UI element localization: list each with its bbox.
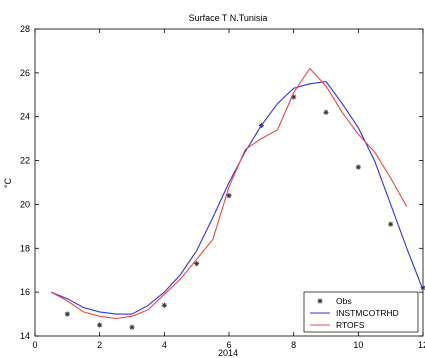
x-tick-label: 0 [32, 340, 37, 350]
series-line-instmcotrhd [50, 81, 424, 315]
data-point-obs [355, 164, 361, 170]
y-tick-label: 28 [20, 24, 30, 34]
y-tick-label: 16 [20, 287, 30, 297]
x-tick-label: 12 [418, 340, 425, 350]
x-tick-label: 8 [291, 340, 296, 350]
data-point-obs [97, 322, 103, 328]
axis-ticks: 0246810121416182022242628 [20, 24, 425, 350]
y-tick-label: 18 [20, 243, 30, 253]
y-tick-label: 26 [20, 68, 30, 78]
data-point-obs [226, 193, 232, 199]
series-line-rtofs [50, 67, 408, 320]
y-tick-label: 14 [20, 331, 30, 341]
x-tick-label: 2 [97, 340, 102, 350]
y-tick-label: 24 [20, 112, 30, 122]
data-point-obs [194, 261, 200, 267]
legend-label-obs: Obs [336, 296, 352, 306]
data-point-obs [129, 324, 135, 330]
data-point-obs [323, 109, 329, 115]
y-tick-label: 20 [20, 199, 30, 209]
series-layer [50, 67, 425, 330]
x-tick-label: 4 [162, 340, 167, 350]
legend-swatch-obs [317, 298, 323, 304]
legend-label-instmcotrhd: INSTMCOTRHD [336, 308, 399, 318]
chart-title: Surface T N.Tunisia [189, 13, 268, 23]
legend-label-rtofs: RTOFS [336, 320, 365, 330]
data-point-obs [388, 221, 394, 227]
data-point-obs [64, 311, 70, 317]
data-point-obs [161, 302, 167, 308]
y-tick-label: 22 [20, 156, 30, 166]
x-tick-label: 6 [226, 340, 231, 350]
x-axis-label: 2014 [218, 348, 238, 358]
x-tick-label: 10 [353, 340, 363, 350]
y-axis-label: °C [3, 177, 13, 188]
legend: Obs INSTMCOTRHD RTOFS [303, 291, 419, 333]
